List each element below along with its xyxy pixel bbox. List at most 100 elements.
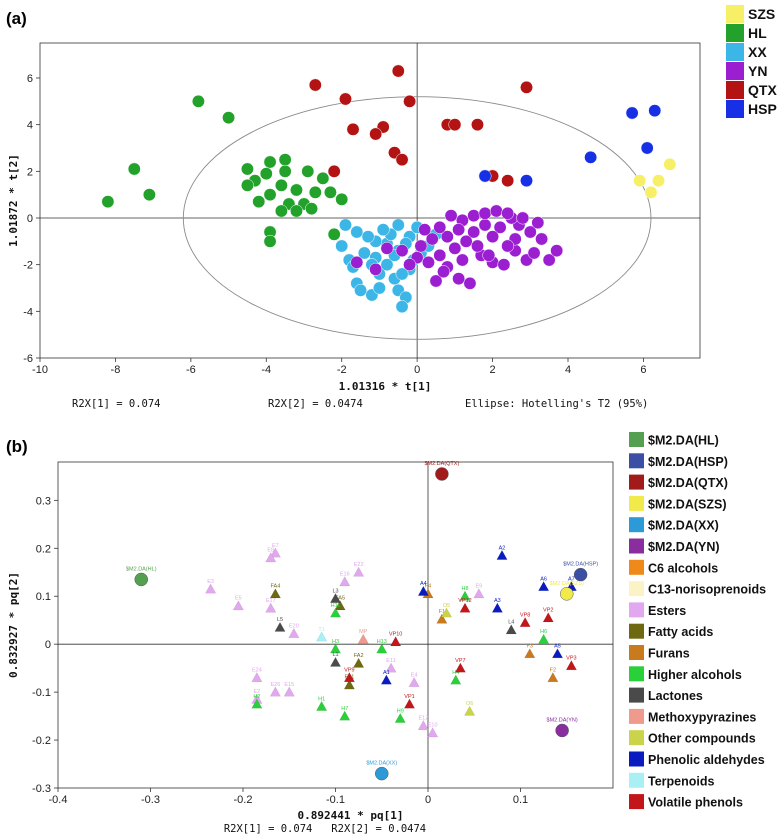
loading-point-label: A2 bbox=[499, 545, 506, 551]
loading-plot-panel: (b) -0.4 -0.3 -0.2 -0.1 0 0.1-0.3-0.2-0.100.1… bbox=[6, 432, 766, 835]
x-tick-label: 0 bbox=[414, 364, 420, 376]
loading-plot-y-label: 0.832927 * pq[2] bbox=[7, 572, 20, 678]
legend-swatch bbox=[629, 559, 644, 575]
score-point-yn bbox=[467, 225, 481, 239]
legend-label-qtx: QTX bbox=[748, 82, 777, 98]
score-point-hl bbox=[222, 111, 236, 125]
loading-point-label: A6 bbox=[540, 576, 547, 582]
loading-point-label: E10 bbox=[428, 723, 438, 729]
score-point-yn bbox=[497, 258, 511, 272]
legend-swatch-xx bbox=[726, 43, 744, 61]
x-tick-label: -8 bbox=[111, 364, 121, 376]
loading-point-vp10 bbox=[390, 636, 402, 647]
loading-point-label: E5 bbox=[235, 596, 242, 602]
score-plot-points bbox=[101, 64, 677, 314]
legend-label: Phenolic aldehydes bbox=[648, 753, 765, 767]
score-point-xx bbox=[395, 300, 409, 314]
score-point-yn bbox=[403, 258, 417, 272]
legend-swatch bbox=[629, 666, 644, 682]
loading-point-fa4 bbox=[269, 588, 281, 599]
score-plot-x-label: 1.01316 * t[1] bbox=[339, 380, 432, 393]
score-point-hsp bbox=[584, 150, 598, 164]
score-point-yn bbox=[501, 206, 515, 220]
class-point bbox=[134, 572, 148, 587]
hotelling-ellipse bbox=[182, 96, 652, 340]
legend-swatch-hl bbox=[726, 24, 744, 42]
class-point bbox=[435, 467, 449, 481]
loading-point-label: L3 bbox=[332, 588, 338, 594]
class-point-label: $M2.DA(XX) bbox=[366, 761, 397, 767]
y-tick-label: 0 bbox=[27, 213, 33, 225]
loading-point-mp bbox=[357, 633, 369, 644]
loading-point-label: T1 bbox=[318, 627, 324, 633]
x-tick-label: -6 bbox=[186, 364, 196, 376]
loading-point-vp2 bbox=[542, 612, 554, 623]
score-point-yn bbox=[471, 239, 484, 253]
x-tick-label: 6 bbox=[640, 364, 646, 376]
score-point-qtx bbox=[501, 174, 515, 188]
loading-point-h7 bbox=[339, 710, 351, 721]
legend-label: Fatty acids bbox=[648, 625, 713, 639]
y-tick-label: 4 bbox=[27, 120, 33, 132]
loading-point-label: E16 bbox=[340, 572, 350, 578]
y-tick-label: 2 bbox=[27, 166, 33, 178]
loading-point-label: F3 bbox=[527, 644, 533, 650]
score-point-hl bbox=[278, 164, 292, 178]
score-point-hl bbox=[263, 234, 277, 248]
score-point-hl bbox=[290, 204, 303, 218]
score-point-yn bbox=[523, 225, 537, 239]
score-point-yn bbox=[489, 204, 503, 218]
loading-point-a4 bbox=[417, 585, 429, 596]
loading-point-label: E4 bbox=[411, 672, 418, 678]
loading-point-label: L4 bbox=[508, 620, 514, 626]
legend-label: Lactones bbox=[648, 689, 703, 703]
score-plot-panel: (a) -10 -8 -6 -4 -2 0 2 4 6 -6 -4 -2 0 2 4 6 1.01316 * … bbox=[6, 5, 777, 410]
score-point-qtx bbox=[403, 94, 417, 108]
score-point-hl bbox=[101, 195, 115, 209]
y-tick-label: 0.3 bbox=[36, 495, 51, 507]
loading-point-label: A3 bbox=[494, 598, 501, 604]
legend-label: Higher alcohols bbox=[648, 668, 742, 682]
class-point-label: $M2.DA(SZS) bbox=[550, 581, 584, 587]
loading-point-vp9 bbox=[343, 672, 355, 683]
loading-point-label: O6 bbox=[466, 701, 473, 707]
score-point-hl bbox=[263, 188, 277, 202]
score-point-hsp bbox=[625, 106, 639, 120]
score-plot-y-label: 1.01872 * t[2] bbox=[7, 154, 20, 247]
loading-point-label: FA5 bbox=[335, 596, 345, 602]
legend-label: $M2.DA(XX) bbox=[648, 519, 719, 533]
legend-label: $M2.DA(YN) bbox=[648, 540, 720, 554]
loading-point-o6 bbox=[464, 705, 476, 716]
score-point-yn bbox=[437, 265, 450, 279]
x-tick-label: 0.1 bbox=[513, 794, 528, 806]
loading-point-h11 bbox=[329, 607, 342, 618]
score-point-qtx bbox=[395, 153, 409, 167]
loading-point-label: FA4 bbox=[270, 584, 280, 590]
score-point-yn bbox=[440, 230, 454, 244]
score-point-hl bbox=[259, 167, 273, 181]
score-plot-legend: SZS HL XX YN QTX HSP bbox=[726, 5, 777, 118]
loading-point-label: E26 bbox=[270, 682, 280, 688]
loading-point-label: E9 bbox=[476, 584, 483, 590]
legend-label: Esters bbox=[648, 604, 686, 618]
y-tick-label: -0.1 bbox=[32, 687, 51, 699]
loading-point-label: H2 bbox=[253, 694, 260, 700]
loading-point-label: E22 bbox=[354, 562, 364, 568]
loading-plot-x-label: 0.892441 * pq[1] bbox=[298, 809, 404, 822]
loading-point-t1 bbox=[316, 631, 328, 642]
loading-plot-footer: R2X[1] = 0.074 R2X[2] = 0.0474 bbox=[224, 823, 426, 835]
score-point-yn bbox=[414, 239, 428, 253]
y-tick-label: -0.2 bbox=[32, 735, 51, 747]
legend-swatch bbox=[629, 794, 644, 810]
score-point-hsp bbox=[478, 169, 492, 183]
score-point-qtx bbox=[520, 80, 533, 94]
panel-b-label: (b) bbox=[6, 437, 28, 456]
loading-point-a5 bbox=[551, 648, 564, 659]
class-point-label: $M2.DA(HL) bbox=[126, 566, 157, 572]
loading-point-a2 bbox=[496, 549, 508, 560]
y-tick-label: 0.1 bbox=[36, 591, 51, 603]
loading-point-label: H9 bbox=[397, 708, 404, 714]
score-point-xx bbox=[339, 218, 352, 232]
legend-label-yn: YN bbox=[748, 63, 767, 79]
loading-point-h4 bbox=[450, 674, 462, 685]
